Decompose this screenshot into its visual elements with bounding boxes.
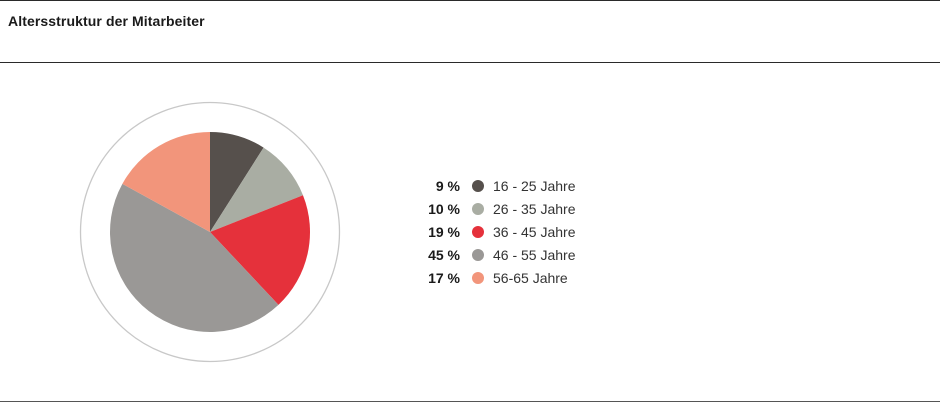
legend-swatch — [472, 272, 484, 284]
pie-chart — [79, 101, 341, 363]
legend-label: 56-65 Jahre — [493, 270, 568, 286]
legend-value: 19 % — [428, 224, 460, 240]
legend-label: 26 - 35 Jahre — [493, 201, 576, 217]
pie-slice-3 — [210, 195, 310, 305]
legend-value: 45 % — [428, 247, 460, 263]
legend-value: 10 % — [428, 201, 460, 217]
legend-swatch — [472, 226, 484, 238]
pie-slice-2 — [210, 147, 303, 232]
legend-label: 16 - 25 Jahre — [493, 178, 576, 194]
legend-value: 17 % — [428, 270, 460, 286]
legend-swatch — [472, 249, 484, 261]
pie-slice-4 — [110, 183, 279, 332]
bottom-rule — [0, 401, 940, 402]
legend-swatch — [472, 203, 484, 215]
title-divider — [0, 62, 940, 63]
chart-title: Altersstruktur der Mitarbeiter — [8, 13, 205, 29]
legend-label: 36 - 45 Jahre — [493, 224, 576, 240]
top-rule — [0, 0, 940, 1]
legend-value: 9 % — [435, 178, 460, 194]
pie-slice-1 — [210, 132, 264, 232]
pie-outer-ring — [79, 101, 341, 363]
legend-label: 46 - 55 Jahre — [493, 247, 576, 263]
legend-swatch — [472, 180, 484, 192]
pie-slice-5 — [122, 132, 210, 232]
